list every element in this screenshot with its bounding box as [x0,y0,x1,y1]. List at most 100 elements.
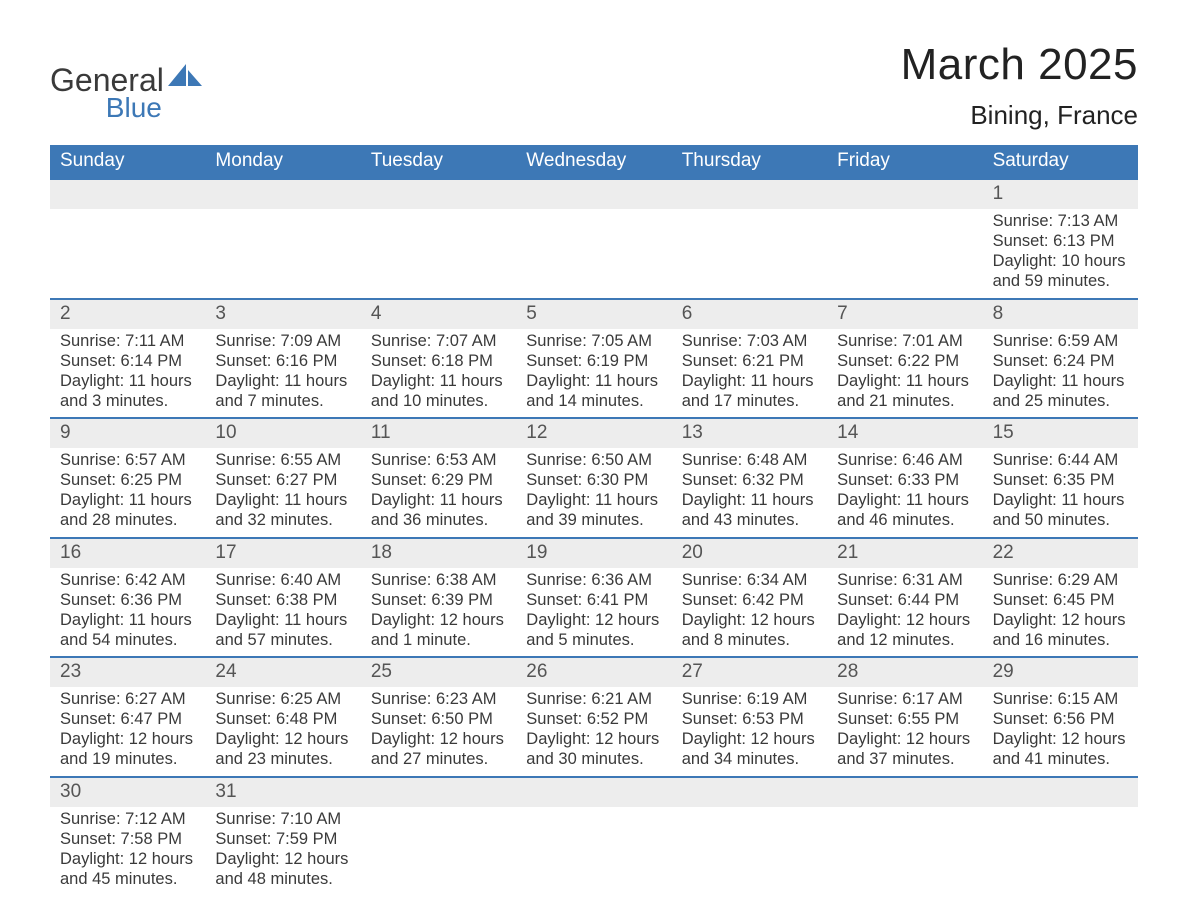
day-cell: Sunrise: 6:40 AMSunset: 6:38 PMDaylight:… [205,568,360,657]
day-cell: Sunrise: 7:01 AMSunset: 6:22 PMDaylight:… [827,329,982,418]
day-number: 28 [827,658,982,687]
daylight-text: Daylight: 11 hours and 54 minutes. [60,610,195,650]
daylight-text: Daylight: 12 hours and 16 minutes. [993,610,1128,650]
title-block: March 2025 Bining, France [901,40,1138,131]
sunset-text: Sunset: 6:39 PM [371,590,506,610]
day-cell: Sunrise: 6:38 AMSunset: 6:39 PMDaylight:… [361,568,516,657]
day-cell: Sunrise: 6:15 AMSunset: 6:56 PMDaylight:… [983,687,1138,776]
daylight-text: Daylight: 12 hours and 27 minutes. [371,729,506,769]
day-cell: Sunrise: 6:48 AMSunset: 6:32 PMDaylight:… [672,448,827,537]
sunrise-text: Sunrise: 6:48 AM [682,450,817,470]
day-number: 21 [827,539,982,568]
day-number: 6 [672,300,827,329]
sunset-text: Sunset: 6:18 PM [371,351,506,371]
day-cell: Sunrise: 6:59 AMSunset: 6:24 PMDaylight:… [983,329,1138,418]
day-cell: Sunrise: 6:21 AMSunset: 6:52 PMDaylight:… [516,687,671,776]
day-cell: Sunrise: 6:44 AMSunset: 6:35 PMDaylight:… [983,448,1138,537]
daylight-text: Daylight: 12 hours and 34 minutes. [682,729,817,769]
day-number [205,180,360,209]
sunrise-text: Sunrise: 7:07 AM [371,331,506,351]
sunset-text: Sunset: 6:56 PM [993,709,1128,729]
sunrise-text: Sunrise: 7:03 AM [682,331,817,351]
day-cell: Sunrise: 6:17 AMSunset: 6:55 PMDaylight:… [827,687,982,776]
day-number: 18 [361,539,516,568]
sunset-text: Sunset: 6:42 PM [682,590,817,610]
day-number: 11 [361,419,516,448]
week: 2345678Sunrise: 7:11 AMSunset: 6:14 PMDa… [50,298,1138,418]
sunrise-text: Sunrise: 6:59 AM [993,331,1128,351]
logo: General Blue [50,40,202,122]
day-number [361,778,516,807]
day-cell: Sunrise: 6:53 AMSunset: 6:29 PMDaylight:… [361,448,516,537]
day-number: 9 [50,419,205,448]
day-number: 20 [672,539,827,568]
day-of-week-header: Monday [205,145,360,178]
day-number: 1 [983,180,1138,209]
day-cell: Sunrise: 6:25 AMSunset: 6:48 PMDaylight:… [205,687,360,776]
day-cell [50,209,205,298]
day-content-row: Sunrise: 6:27 AMSunset: 6:47 PMDaylight:… [50,687,1138,776]
sunrise-text: Sunrise: 6:53 AM [371,450,506,470]
day-number [50,180,205,209]
sunset-text: Sunset: 6:52 PM [526,709,661,729]
day-number: 3 [205,300,360,329]
sunset-text: Sunset: 6:36 PM [60,590,195,610]
day-cell: Sunrise: 6:27 AMSunset: 6:47 PMDaylight:… [50,687,205,776]
day-content-row: Sunrise: 7:13 AMSunset: 6:13 PMDaylight:… [50,209,1138,298]
week: 9101112131415Sunrise: 6:57 AMSunset: 6:2… [50,417,1138,537]
day-of-week-header: Friday [827,145,982,178]
day-cell [361,807,516,896]
day-number: 29 [983,658,1138,687]
sunset-text: Sunset: 6:53 PM [682,709,817,729]
day-number-row: 3031 [50,778,1138,807]
week: 3031Sunrise: 7:12 AMSunset: 7:58 PMDayli… [50,776,1138,896]
sunset-text: Sunset: 6:30 PM [526,470,661,490]
day-cell [516,807,671,896]
sunset-text: Sunset: 6:55 PM [837,709,972,729]
sunrise-text: Sunrise: 6:40 AM [215,570,350,590]
sunset-text: Sunset: 6:47 PM [60,709,195,729]
day-cell: Sunrise: 7:07 AMSunset: 6:18 PMDaylight:… [361,329,516,418]
calendar: SundayMondayTuesdayWednesdayThursdayFrid… [50,145,1138,895]
week: 23242526272829Sunrise: 6:27 AMSunset: 6:… [50,656,1138,776]
sunrise-text: Sunrise: 6:55 AM [215,450,350,470]
logo-word-blue: Blue [50,94,164,122]
day-of-week-header: Wednesday [516,145,671,178]
day-cell: Sunrise: 6:36 AMSunset: 6:41 PMDaylight:… [516,568,671,657]
sunset-text: Sunset: 6:44 PM [837,590,972,610]
day-cell [827,807,982,896]
daylight-text: Daylight: 11 hours and 28 minutes. [60,490,195,530]
day-cell: Sunrise: 7:03 AMSunset: 6:21 PMDaylight:… [672,329,827,418]
sunset-text: Sunset: 6:27 PM [215,470,350,490]
daylight-text: Daylight: 11 hours and 50 minutes. [993,490,1128,530]
sunset-text: Sunset: 6:13 PM [993,231,1128,251]
sunrise-text: Sunrise: 7:11 AM [60,331,195,351]
day-cell [516,209,671,298]
daylight-text: Daylight: 12 hours and 48 minutes. [215,849,350,889]
sunset-text: Sunset: 6:24 PM [993,351,1128,371]
day-number: 22 [983,539,1138,568]
day-cell: Sunrise: 6:46 AMSunset: 6:33 PMDaylight:… [827,448,982,537]
sunset-text: Sunset: 7:58 PM [60,829,195,849]
sunset-text: Sunset: 6:25 PM [60,470,195,490]
day-cell: Sunrise: 6:57 AMSunset: 6:25 PMDaylight:… [50,448,205,537]
day-number: 13 [672,419,827,448]
day-cell: Sunrise: 7:12 AMSunset: 7:58 PMDaylight:… [50,807,205,896]
sunrise-text: Sunrise: 6:21 AM [526,689,661,709]
daylight-text: Daylight: 11 hours and 39 minutes. [526,490,661,530]
logo-sail-icon [168,64,202,99]
day-cell [672,807,827,896]
daylight-text: Daylight: 11 hours and 32 minutes. [215,490,350,530]
sunrise-text: Sunrise: 6:25 AM [215,689,350,709]
sunset-text: Sunset: 6:33 PM [837,470,972,490]
sunset-text: Sunset: 6:50 PM [371,709,506,729]
daylight-text: Daylight: 11 hours and 10 minutes. [371,371,506,411]
sunset-text: Sunset: 6:22 PM [837,351,972,371]
sunrise-text: Sunrise: 6:29 AM [993,570,1128,590]
day-number [672,180,827,209]
daylight-text: Daylight: 12 hours and 37 minutes. [837,729,972,769]
sunrise-text: Sunrise: 6:23 AM [371,689,506,709]
day-number: 15 [983,419,1138,448]
day-number [983,778,1138,807]
sunrise-text: Sunrise: 7:10 AM [215,809,350,829]
